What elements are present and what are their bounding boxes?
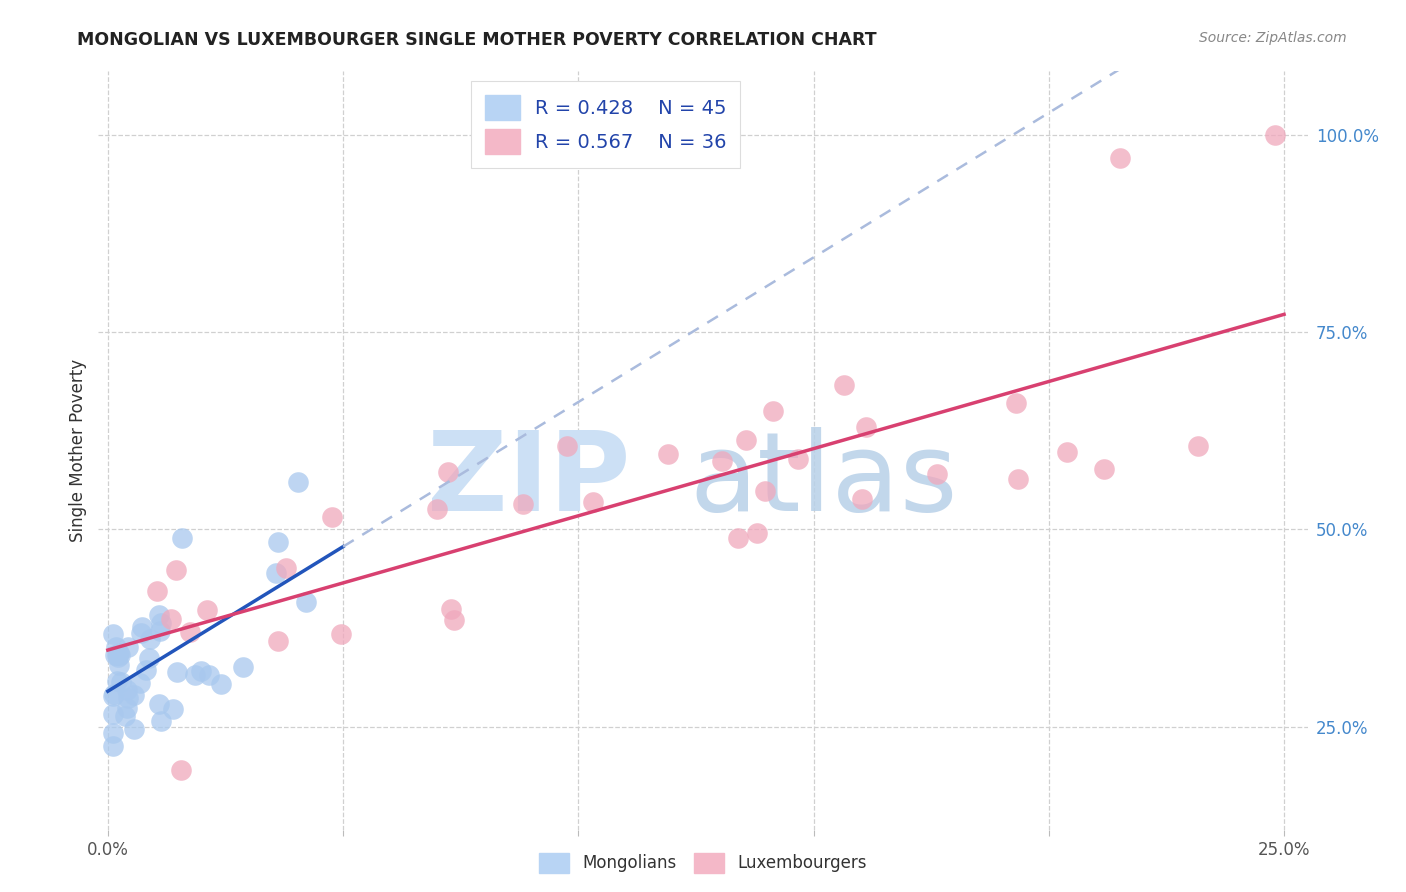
Legend: R = 0.428    N = 45, R = 0.567    N = 36: R = 0.428 N = 45, R = 0.567 N = 36 [471, 81, 740, 168]
Point [267, 535, 290, 549]
Point [264, 566, 287, 581]
Point [139, 632, 162, 646]
Point [443, 613, 465, 627]
Point [108, 658, 131, 673]
Point [122, 688, 145, 702]
Point [209, 677, 232, 691]
Point [108, 646, 131, 660]
Point [440, 602, 463, 616]
Point [925, 467, 948, 481]
Point [426, 502, 449, 516]
Text: MONGOLIAN VS LUXEMBOURGER SINGLE MOTHER POVERTY CORRELATION CHART: MONGOLIAN VS LUXEMBOURGER SINGLE MOTHER … [77, 31, 877, 49]
Point [160, 611, 183, 625]
Point [148, 697, 170, 711]
Point [1264, 128, 1286, 142]
Point [1005, 395, 1028, 409]
Point [179, 625, 201, 640]
Point [149, 624, 172, 639]
Point [834, 378, 856, 392]
Point [321, 509, 343, 524]
Point [657, 447, 679, 461]
Point [117, 691, 139, 706]
Point [287, 475, 309, 489]
Point [149, 615, 172, 630]
Point [787, 452, 810, 467]
Point [727, 531, 749, 545]
Point [582, 494, 605, 508]
Point [148, 608, 170, 623]
Point [101, 739, 124, 753]
Point [183, 667, 205, 681]
Point [110, 674, 132, 689]
Point [294, 595, 316, 609]
Text: atlas: atlas [690, 427, 957, 534]
Point [138, 650, 160, 665]
Point [555, 439, 578, 453]
Point [104, 648, 127, 663]
Point [1108, 151, 1130, 165]
Point [1094, 462, 1116, 476]
Point [110, 648, 132, 662]
Point [710, 454, 733, 468]
Point [135, 663, 157, 677]
Point [103, 687, 125, 701]
Point [170, 763, 193, 777]
Point [1187, 439, 1209, 453]
Point [165, 563, 187, 577]
Point [162, 702, 184, 716]
Point [855, 420, 877, 434]
Point [754, 484, 776, 499]
Point [150, 714, 173, 728]
Point [166, 665, 188, 679]
Point [107, 650, 129, 665]
Point [195, 603, 218, 617]
Y-axis label: Single Mother Poverty: Single Mother Poverty [69, 359, 87, 542]
Point [1056, 445, 1078, 459]
Point [232, 659, 254, 673]
Point [747, 525, 769, 540]
Point [197, 668, 219, 682]
Point [735, 433, 758, 447]
Point [146, 583, 169, 598]
Point [101, 725, 124, 739]
Point [437, 465, 460, 479]
Point [101, 689, 124, 703]
Point [267, 634, 290, 648]
Point [105, 640, 128, 654]
Point [107, 673, 129, 688]
Point [117, 700, 139, 714]
Point [329, 627, 352, 641]
Point [274, 560, 297, 574]
Point [1007, 472, 1029, 486]
Point [762, 403, 785, 417]
Point [172, 531, 194, 545]
Legend: Mongolians, Luxembourgers: Mongolians, Luxembourgers [533, 847, 873, 880]
Point [512, 497, 534, 511]
Point [131, 620, 153, 634]
Point [107, 648, 129, 662]
Point [101, 626, 124, 640]
Text: Source: ZipAtlas.com: Source: ZipAtlas.com [1199, 31, 1347, 45]
Point [851, 492, 873, 507]
Point [129, 626, 152, 640]
Point [101, 706, 124, 721]
Point [124, 722, 146, 736]
Point [114, 709, 136, 723]
Text: ZIP: ZIP [427, 427, 630, 534]
Point [190, 665, 212, 679]
Point [117, 683, 139, 698]
Point [128, 676, 150, 690]
Point [117, 640, 139, 654]
